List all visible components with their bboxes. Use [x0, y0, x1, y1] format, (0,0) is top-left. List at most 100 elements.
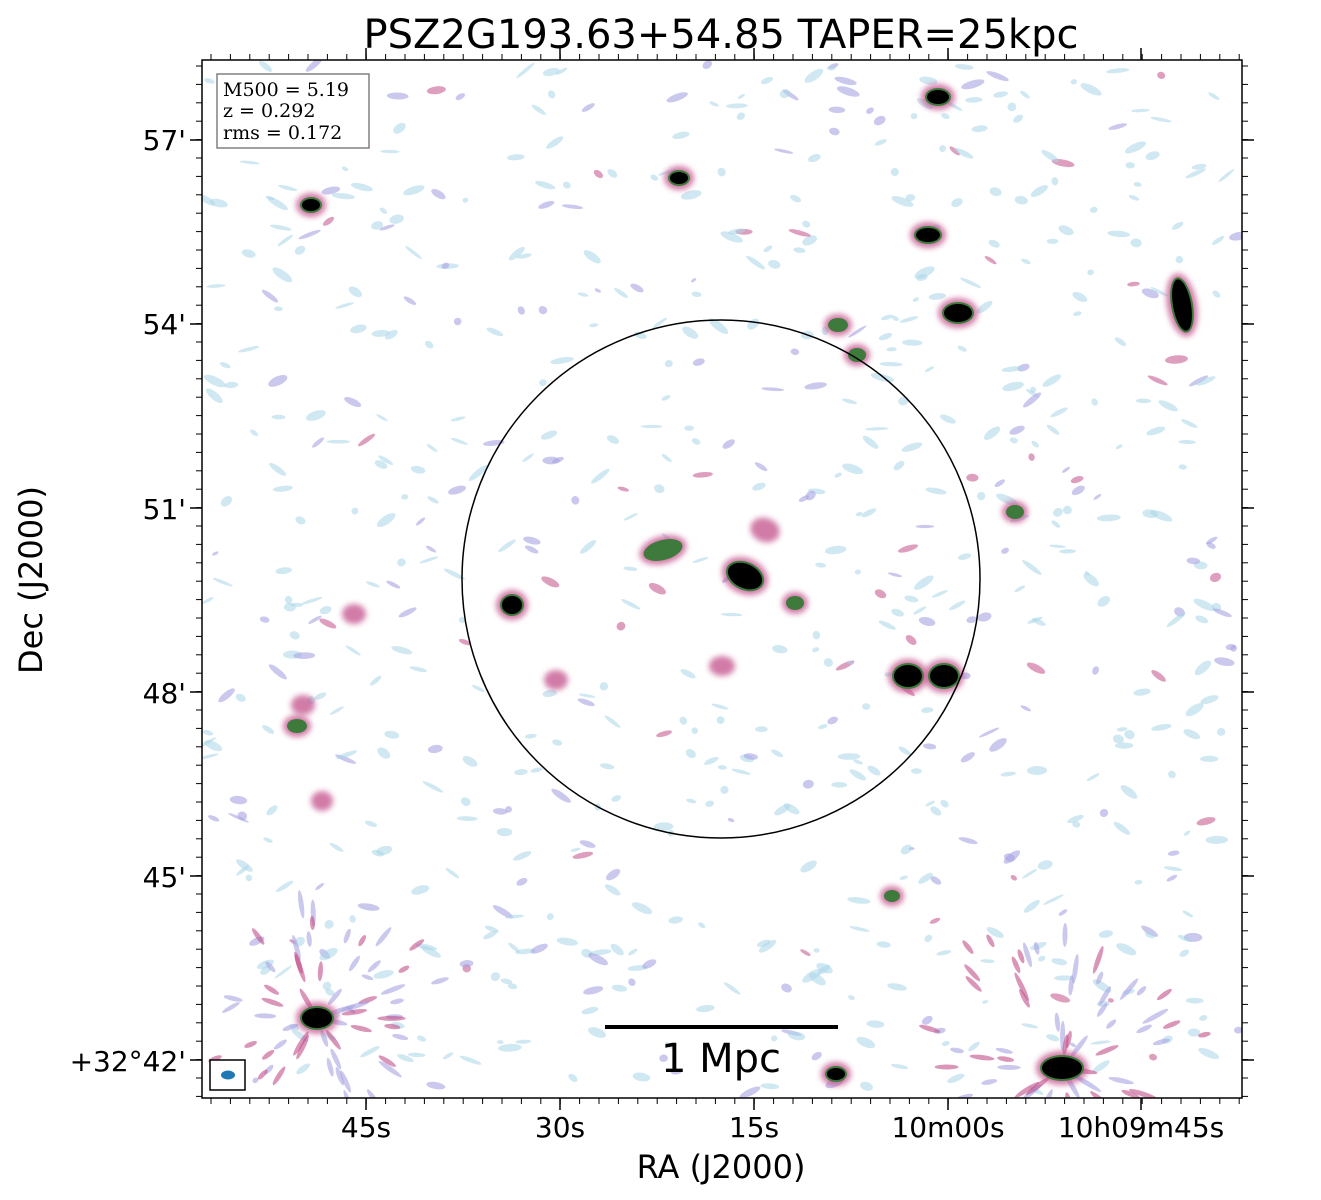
sidelobe-streak [350, 1025, 372, 1033]
noise-speckle [202, 194, 216, 206]
noise-speckle [236, 865, 249, 876]
noise-speckle [239, 160, 260, 165]
x-axis-label: RA (J2000) [637, 1148, 806, 1186]
sidelobe-streak [964, 964, 981, 982]
noise-speckle [746, 255, 766, 270]
sidelobe-streak [1136, 1024, 1152, 1034]
noise-speckle [1225, 643, 1236, 651]
noise-speckle [1001, 366, 1024, 372]
noise-speckle [1087, 269, 1094, 276]
noise-speckle [348, 286, 362, 298]
radio-source [664, 166, 694, 190]
noise-speckle [1158, 400, 1178, 412]
noise-speckle [1112, 734, 1124, 744]
noise-speckle [384, 329, 398, 340]
noise-speckle [524, 545, 539, 554]
noise-speckle [817, 724, 828, 730]
r500-circle [461, 319, 981, 839]
noise-speckle [768, 259, 781, 269]
y-tick-label: 51' [143, 493, 186, 526]
noise-speckle [269, 224, 292, 231]
noise-speckle [1193, 598, 1216, 611]
noise-speckle [921, 707, 934, 713]
noise-speckle [862, 435, 879, 449]
noise-speckle [854, 569, 861, 575]
sidelobe-streak [959, 1098, 974, 1107]
sidelobe-streak [309, 916, 315, 930]
sidelobe-streak [1020, 1125, 1035, 1149]
sidelobe-streak [306, 931, 312, 947]
sidelobe-streak [358, 935, 367, 947]
noise-speckle [1172, 221, 1184, 230]
sidelobe-streak [340, 1070, 352, 1093]
noise-speckle [416, 1035, 427, 1042]
sidelobe-streak [1132, 1145, 1154, 1169]
noise-speckle [606, 435, 620, 444]
noise-speckle [550, 357, 574, 364]
noise-speckle [1168, 770, 1176, 779]
sidelobe-streak [997, 1056, 1015, 1062]
noise-speckle [813, 948, 820, 953]
noise-speckle [1195, 615, 1209, 624]
noise-speckle [203, 374, 226, 388]
noise-speckle [1058, 909, 1068, 916]
radio-source [291, 695, 315, 715]
sidelobe-streak [244, 1041, 257, 1048]
noise-speckle [542, 67, 560, 77]
noise-speckle [397, 558, 406, 567]
noise-speckle [1063, 505, 1072, 515]
noise-speckle [837, 753, 861, 760]
noise-speckle [1091, 398, 1098, 406]
noise-speckle [826, 65, 836, 71]
noise-speckle [1107, 998, 1114, 1003]
noise-speckle [268, 664, 287, 680]
noise-speckle [918, 872, 933, 884]
noise-speckle [262, 725, 275, 734]
sidelobe-streak [292, 934, 301, 961]
sidelobe-streak [1026, 1076, 1050, 1096]
noise-speckle [1205, 835, 1228, 844]
noise-speckle [692, 471, 713, 478]
noise-speckle [958, 553, 972, 560]
radio-sources [283, 84, 1198, 1086]
noise-speckle [1196, 817, 1216, 826]
noise-speckle [459, 960, 474, 968]
noise-speckle [929, 917, 941, 924]
noise-speckle [274, 965, 292, 979]
noise-speckle [1001, 547, 1010, 554]
noise-speckle [322, 216, 335, 226]
radio-source [721, 556, 769, 596]
sidelobe-streak [262, 1049, 275, 1060]
sidelobe-streak [1023, 942, 1032, 968]
noise-speckle [1182, 910, 1194, 918]
noise-speckle [800, 860, 817, 873]
sidelobe-streak [273, 1039, 287, 1050]
noise-speckle [965, 97, 983, 103]
noise-speckle [371, 329, 390, 337]
noise-speckle [379, 207, 388, 214]
noise-speckle [1092, 1060, 1110, 1073]
radio-source [544, 670, 568, 690]
noise-speckle [431, 188, 446, 200]
noise-speckle [202, 753, 219, 760]
noise-speckle [278, 184, 298, 192]
noise-speckle [504, 914, 524, 919]
noise-speckle [1069, 1042, 1076, 1048]
noise-speckle [898, 746, 911, 756]
noise-speckle [1191, 163, 1207, 170]
noise-speckle [1177, 934, 1192, 942]
noise-speckle [496, 827, 513, 837]
noise-speckle [497, 1040, 504, 1045]
noise-speckle [632, 1072, 651, 1082]
noise-speckle [1002, 381, 1024, 392]
noise-speckle [1071, 485, 1085, 496]
noise-speckle [1072, 291, 1088, 303]
noise-speckle [993, 91, 1008, 98]
noise-speckle [415, 943, 438, 951]
noise-speckle [283, 602, 296, 612]
noise-speckle [587, 1027, 607, 1038]
noise-speckle [204, 740, 223, 752]
noise-speckle [905, 194, 916, 202]
noise-speckle [261, 289, 279, 303]
radio-source [1036, 1051, 1088, 1085]
